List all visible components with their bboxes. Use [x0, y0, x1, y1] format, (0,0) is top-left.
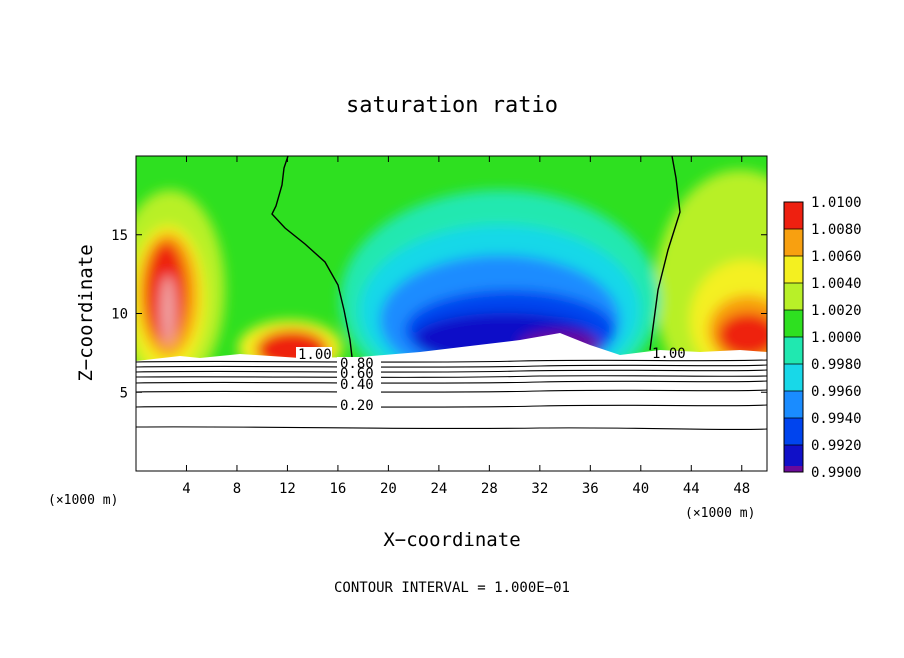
colorbar-band [784, 202, 803, 229]
x-tick-label: 36 [582, 481, 599, 497]
colorbar-band [784, 418, 803, 445]
y-tick-label: 10 [111, 307, 128, 323]
y-axis-title: Z−coordinate [75, 244, 97, 381]
contour-label: 0.80 [340, 356, 374, 372]
x-tick-label: 44 [683, 481, 700, 497]
contour-label: 1.00 [652, 346, 686, 362]
contour-label-bg [337, 357, 381, 399]
colorbar-band [784, 445, 803, 472]
y-tick-label: 15 [111, 228, 128, 244]
contour-line-left [271, 156, 353, 358]
colorbar-tick-label: 0.9960 [811, 384, 862, 400]
colorbar-tick-label: 0.9940 [811, 411, 862, 427]
contour-label: 0.40 [340, 377, 374, 393]
colorbar: 0.9900 0.9920 0.9940 0.9960 0.9980 1.0000 1.00… [783, 195, 862, 481]
chart-title: saturation ratio [346, 93, 558, 118]
colorbar-tick-label: 0.9900 [811, 465, 862, 481]
x-tick-label: 28 [481, 481, 498, 497]
colorbar-tick-label: 0.9980 [811, 357, 862, 373]
x-tick-label: 16 [329, 481, 346, 497]
colorbar-band [784, 391, 803, 418]
contour-label-bg [296, 347, 332, 360]
y-axis: 5 10 15 [111, 228, 767, 401]
x-tick-label: 32 [531, 481, 548, 497]
colorbar-tick-label: 1.0080 [811, 222, 862, 238]
contour-label-bg [337, 398, 381, 412]
colorbar-band [784, 256, 803, 283]
contour-line-right [649, 156, 681, 351]
colorbar-tick-label: 1.0040 [811, 276, 862, 292]
y-tick-label: 5 [120, 385, 128, 401]
x-axis: 4 8 12 16 20 24 28 32 36 40 44 48 [182, 156, 750, 497]
colorbar-band [784, 229, 803, 256]
colorbar-tick-label: 1.0100 [811, 195, 862, 211]
contour-interval-note: CONTOUR INTERVAL = 1.000E−01 [334, 580, 570, 596]
colorbar-band [784, 364, 803, 391]
x-unit-label-right: (×1000 m) [685, 506, 755, 521]
colorbar-band [784, 283, 803, 310]
contour-label: 0.60 [340, 366, 374, 382]
colorbar-tick-label: 1.0000 [811, 330, 862, 346]
x-tick-label: 12 [279, 481, 296, 497]
colorbar-tick-label: 1.0060 [811, 249, 862, 265]
x-unit-label-left: (×1000 m) [48, 493, 118, 508]
x-tick-label: 24 [430, 481, 447, 497]
colorbar-band [784, 337, 803, 364]
colorbar-tick-label: 0.9920 [811, 438, 862, 454]
x-tick-label: 40 [632, 481, 649, 497]
x-tick-label: 48 [733, 481, 750, 497]
contour-lines-lower [136, 359, 767, 431]
x-axis-title: X−coordinate [383, 529, 520, 551]
colorbar-band [784, 466, 803, 472]
plot-area [136, 156, 767, 471]
x-tick-label: 4 [182, 481, 190, 497]
x-tick-label: 20 [380, 481, 397, 497]
x-tick-label: 8 [233, 481, 241, 497]
contour-label: 1.00 [298, 347, 332, 363]
colorbar-band [784, 310, 803, 337]
colorbar-tick-label: 1.0020 [811, 303, 862, 319]
contour-label: 0.20 [340, 398, 374, 414]
